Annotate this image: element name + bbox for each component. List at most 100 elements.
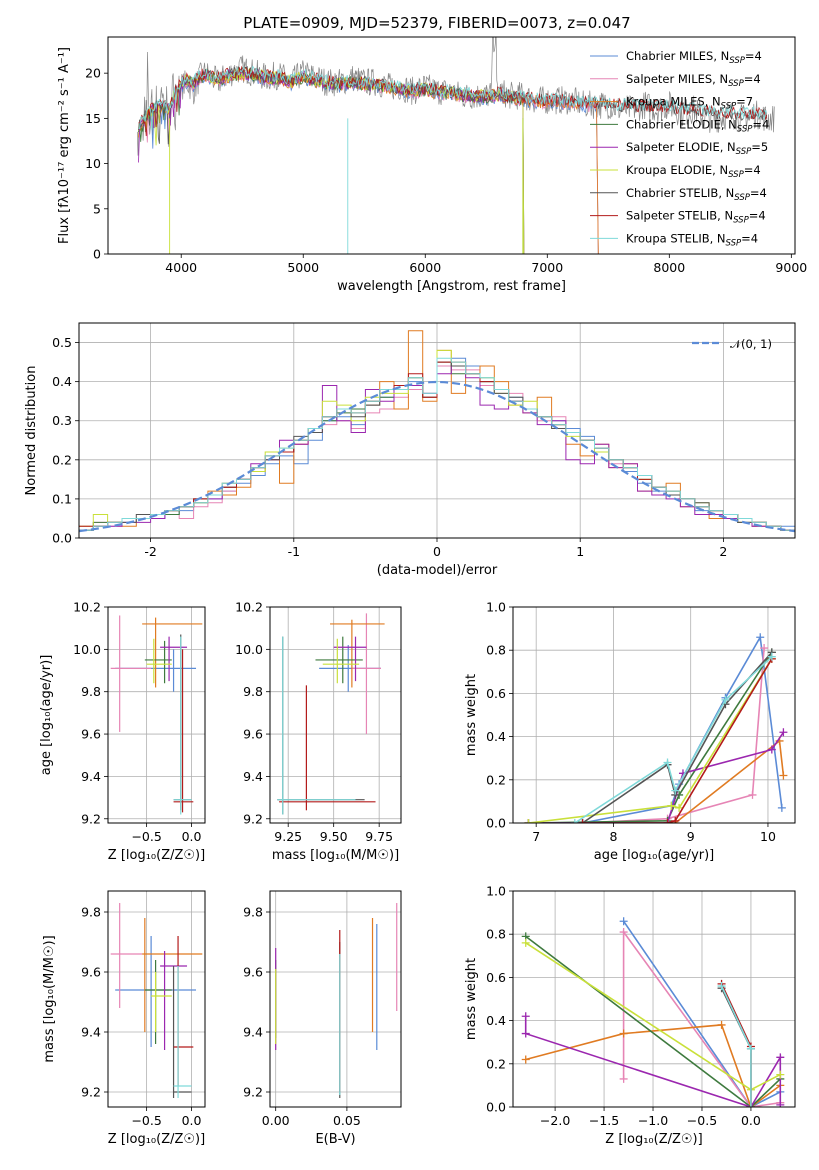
y-tick-label: 0	[93, 247, 101, 262]
y-tick-label: 9.6	[243, 727, 263, 742]
plot-area	[136, 37, 775, 254]
x-tick-label: 8	[609, 829, 617, 844]
y-axis-label: mass [log₁₀(M/M☉)]	[42, 935, 57, 1062]
legend-entry-chabrier-elodie: Chabrier ELODIE, NSSP=4	[626, 117, 769, 134]
weight-marker-kroupa-stelib	[767, 652, 776, 661]
axes-frame	[107, 36, 796, 255]
y-tick-label: 1.0	[486, 600, 506, 615]
spectrum-data	[136, 37, 775, 156]
y-tick-label: 0.2	[486, 772, 506, 787]
x-tick-label: −1.0	[638, 1113, 668, 1128]
plot-area	[277, 613, 385, 815]
x-tick-label: 0	[433, 544, 441, 559]
grid	[270, 891, 401, 1107]
y-tick-label: 9.4	[243, 769, 263, 784]
y-tick-label: 0.1	[52, 491, 72, 506]
weight-marker-kroupa-elodie	[524, 819, 533, 823]
weight-marker-kroupa-stelib	[721, 695, 730, 704]
x-tick-label: 9.75	[365, 829, 393, 844]
legend-entry-salpeter-elodie: Salpeter ELODIE, NSSP=5	[626, 140, 768, 157]
y-tick-label: 0.6	[486, 686, 506, 701]
y-tick-label: 0.5	[52, 335, 72, 350]
weight-marker-kroupa-stelib	[671, 786, 680, 795]
panel-weight-vs-Z: −2.0 −1.5 −1.0 −0.5 0.0 0.0 0.2 0.4 0.6 0.8 1.0 Z […	[464, 884, 796, 1147]
x-tick-label: 6000	[409, 260, 441, 275]
legend-entry-kroupa-stelib: Kroupa STELIB, NSSP=4	[626, 231, 758, 248]
axes-frame	[512, 890, 796, 1108]
y-tick-label: 9.6	[243, 965, 263, 980]
weight-marker-salpeter-miles	[760, 644, 769, 653]
legend: Chabrier MILES, NSSP=4 Salpeter MILES, NS…	[590, 49, 769, 248]
x-tick-label: -2	[144, 544, 156, 559]
y-tick-label: 0.4	[486, 729, 506, 744]
x-axis-label: wavelength [Angstrom, rest frame]	[337, 279, 566, 294]
x-tick-label: 7	[532, 829, 540, 844]
x-tick-label: 10	[760, 829, 776, 844]
y-tick-label: 9.6	[81, 727, 101, 742]
x-tick-label: 4000	[165, 260, 197, 275]
panel-age-vs-Z: −0.5 0.0 9.2 9.4 9.6 9.8 10.0 10.2 Z [log₁₀(Z/Z☉…	[39, 600, 206, 863]
y-tick-label: 10.2	[73, 600, 101, 615]
y-axis-label: Normed distribution	[24, 366, 39, 496]
y-tick-label: 10.0	[73, 642, 101, 657]
axes: −0.5 0.0 9.2 9.4 9.6 9.8 Z [log₁₀(Z/Z☉)] mass […	[42, 890, 206, 1147]
x-tick-label: 7000	[531, 260, 563, 275]
y-tick-label: 5	[93, 201, 101, 216]
y-tick-label: 10.0	[235, 642, 263, 657]
weight-marker-salpeter-stelib	[663, 819, 672, 823]
weight-marker-salpeter-miles	[619, 1074, 628, 1083]
plot-area	[521, 917, 785, 1107]
axes-frame	[107, 890, 206, 1108]
histogram-kroupa-stelib	[79, 357, 795, 531]
weight-marker-salpeter-elodie	[776, 1053, 785, 1062]
x-tick-label: −0.5	[131, 1113, 161, 1128]
axes: -2 -1 0 1 2 0.0 0.1 0.2 0.3 0.4 0.5 (data-model)/er…	[24, 322, 796, 578]
weight-marker-kroupa-miles	[717, 1020, 726, 1029]
weight-marker-salpeter-elodie	[521, 1029, 530, 1038]
axes-frame	[269, 606, 402, 824]
weight-marker-chabrier-miles	[777, 803, 786, 812]
x-tick-label: 9000	[775, 260, 807, 275]
weight-marker-salpeter-elodie	[767, 745, 776, 754]
y-tick-label: 9.8	[81, 905, 101, 920]
x-tick-label: −2.0	[540, 1113, 570, 1128]
x-tick-label: −0.5	[131, 829, 161, 844]
weight-line-chabrier-elodie	[525, 935, 781, 1107]
x-axis-label: mass [log₁₀(M/M☉)]	[272, 848, 399, 863]
weight-marker-salpeter-elodie	[776, 1100, 785, 1107]
plot-area	[79, 330, 795, 533]
plot-area	[524, 633, 788, 823]
weight-line-salpeter-miles	[582, 647, 765, 823]
weight-marker-kroupa-miles	[619, 1029, 628, 1038]
y-tick-label: 9.2	[243, 811, 263, 826]
weight-line-kroupa-miles	[528, 739, 785, 823]
weight-line-salpeter-miles	[622, 929, 781, 1107]
x-tick-label: 9.50	[320, 829, 348, 844]
weight-marker-kroupa-elodie	[521, 938, 530, 947]
legend-entry-kroupa-miles: Kroupa MILES, NSSP=7	[626, 95, 753, 112]
weight-marker-kroupa-elodie	[675, 803, 684, 812]
y-tick-label: 0.4	[52, 374, 72, 389]
axes-frame	[107, 606, 206, 824]
y-axis-label: mass weight	[464, 674, 479, 756]
x-axis-label: Z [log₁₀(Z/Z☉)]	[108, 1132, 205, 1147]
weight-line-chabrier-elodie	[528, 651, 773, 823]
panel-weight-vs-age: 7 8 9 10 0.0 0.2 0.4 0.6 0.8 1.0 age [log₁₀(age/yr…	[464, 600, 796, 863]
axes: 9.25 9.50 9.75 9.2 9.4 9.6 9.8 10.0 10.2 mass [lo…	[235, 600, 402, 863]
y-tick-label: 9.8	[243, 905, 263, 920]
axes: 7 8 9 10 0.0 0.2 0.4 0.6 0.8 1.0 age [log₁₀(age/yr…	[464, 600, 796, 863]
x-axis-label: Z [log₁₀(Z/Z☉)]	[605, 1132, 702, 1147]
x-tick-label: 9	[687, 829, 695, 844]
y-tick-label: 0.8	[486, 927, 506, 942]
legend-entry-salpeter-stelib: Salpeter STELIB, NSSP=4	[626, 209, 766, 226]
y-tick-label: 0.3	[52, 413, 72, 428]
y-tick-label: 0.0	[486, 1100, 506, 1115]
panel-spectrum: 4000 5000 6000 7000 8000 9000 0 5 10 15 20 waveleng…	[57, 36, 807, 294]
panel-residuals: -2 -1 0 1 2 0.0 0.1 0.2 0.3 0.4 0.5 (data-model)/er…	[24, 322, 796, 578]
y-tick-label: 0.2	[486, 1056, 506, 1071]
y-tick-label: 0.4	[486, 1013, 506, 1028]
y-tick-label: 0.0	[52, 531, 72, 546]
grid	[108, 606, 205, 823]
y-tick-label: 0.2	[52, 452, 72, 467]
